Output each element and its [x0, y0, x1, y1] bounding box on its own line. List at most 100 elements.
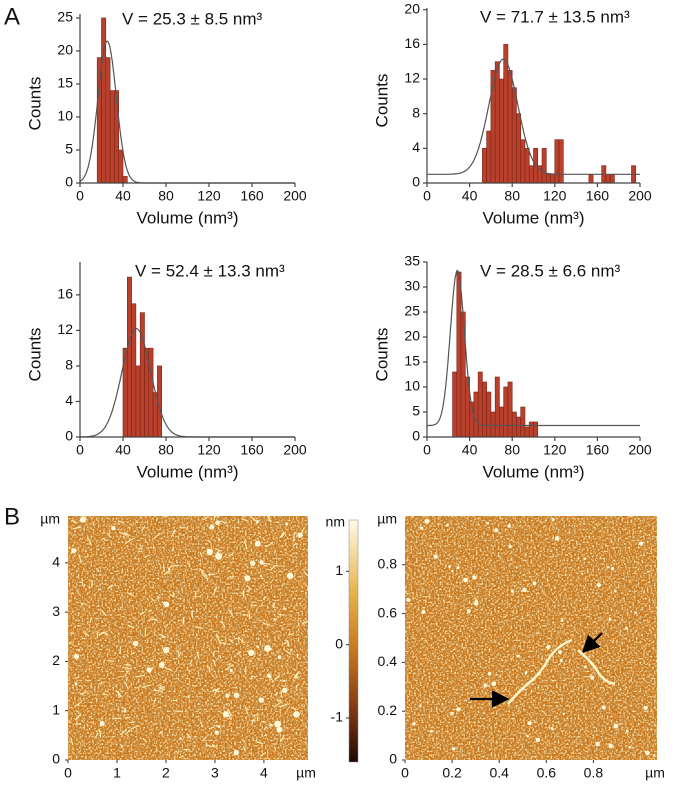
fibril	[144, 554, 149, 558]
particle	[580, 572, 584, 575]
y-tick-label: 0.6	[378, 604, 398, 620]
bar	[127, 276, 132, 438]
particle	[71, 548, 76, 554]
particle	[584, 665, 587, 669]
particle	[463, 577, 468, 583]
particle	[634, 611, 637, 614]
particle	[486, 521, 490, 525]
y-unit: µm	[377, 511, 397, 527]
particle	[214, 730, 219, 735]
fibril	[208, 666, 211, 672]
particle	[251, 675, 254, 678]
fibril	[195, 626, 203, 629]
fibril	[147, 609, 152, 613]
fibril	[227, 608, 234, 617]
fibril	[158, 731, 163, 735]
fibril	[248, 610, 251, 619]
x-tick-label: 40	[115, 188, 131, 204]
x-tick-label: 40	[462, 188, 478, 204]
particle	[452, 747, 456, 751]
particle	[424, 518, 430, 524]
fibril	[187, 562, 191, 566]
particle	[73, 653, 80, 660]
fibril	[244, 540, 248, 550]
fibril	[186, 668, 191, 672]
particle	[99, 721, 105, 727]
fibril	[295, 684, 298, 689]
fibril	[106, 532, 112, 538]
fibril	[234, 637, 240, 640]
fibril	[302, 620, 311, 624]
fibril	[82, 583, 86, 588]
fibril	[75, 676, 80, 679]
bar	[135, 365, 141, 438]
colorbar-tick-label: -1	[331, 709, 344, 725]
fibril	[156, 596, 161, 599]
bar	[482, 381, 487, 438]
particle	[80, 516, 87, 523]
particle	[111, 526, 116, 531]
bar	[605, 174, 611, 184]
fibril	[124, 538, 134, 544]
fibril	[273, 702, 281, 708]
fibril	[199, 552, 203, 557]
fibril	[87, 538, 92, 545]
particle	[472, 575, 477, 580]
fibril	[244, 665, 247, 673]
bar	[558, 139, 564, 184]
annotation: V = 52.4 ± 13.3 nm³	[135, 261, 285, 280]
x-tick-label: 3	[211, 765, 219, 781]
fibril	[149, 618, 157, 621]
particle	[643, 705, 648, 711]
particle	[269, 723, 273, 727]
particle	[494, 528, 499, 533]
fibril	[74, 713, 82, 721]
x-tick-label: 120	[197, 188, 221, 204]
x-tick-label: 0.6	[537, 765, 557, 781]
particle	[123, 709, 127, 713]
fibril	[279, 734, 285, 743]
particle	[158, 662, 165, 668]
fibril	[186, 734, 190, 739]
bar	[473, 391, 479, 438]
fibril	[259, 752, 267, 757]
fibril	[228, 662, 231, 666]
particle	[412, 722, 416, 726]
x-tick-label: 160	[240, 442, 264, 458]
particle	[233, 749, 239, 756]
particle	[507, 524, 512, 528]
y-tick-label: 0.2	[378, 702, 398, 718]
particle	[551, 728, 554, 731]
y-tick-label: 20	[404, 328, 420, 344]
bar	[524, 426, 530, 438]
bar	[139, 312, 145, 438]
particle	[450, 569, 454, 573]
fibril	[177, 651, 182, 658]
particle	[608, 743, 613, 749]
particle	[524, 671, 528, 675]
x-tick-label: 120	[543, 188, 567, 204]
particle	[456, 707, 461, 712]
fibril	[169, 564, 179, 567]
fibril	[125, 670, 130, 673]
particle	[233, 692, 240, 698]
fibril	[213, 687, 219, 696]
y-tick-label: 5	[412, 403, 420, 419]
fibril	[102, 693, 109, 696]
bar	[499, 78, 504, 184]
particle	[608, 617, 612, 621]
x-tick-label: 40	[115, 442, 131, 458]
fibril	[212, 743, 216, 748]
y-tick-label: 2	[52, 652, 60, 668]
particle	[429, 729, 433, 733]
particle	[474, 601, 479, 606]
fibril	[262, 621, 270, 626]
particle	[516, 654, 520, 658]
fibril	[241, 739, 246, 743]
bar	[486, 130, 492, 184]
particle	[527, 721, 532, 726]
x-tick-label: 200	[628, 188, 652, 204]
bar	[494, 376, 500, 438]
fibril	[137, 547, 143, 551]
fibril	[268, 676, 275, 683]
